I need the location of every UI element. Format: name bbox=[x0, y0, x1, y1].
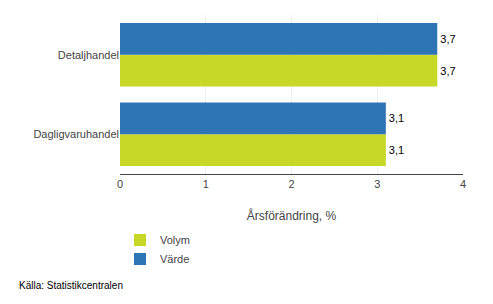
svg-text:Detaljhandel: Detaljhandel bbox=[58, 49, 119, 61]
svg-text:3: 3 bbox=[374, 178, 380, 190]
svg-text:0: 0 bbox=[117, 178, 123, 190]
svg-text:Källa: Statistikcentralen: Källa: Statistikcentralen bbox=[19, 280, 123, 291]
svg-text:1: 1 bbox=[203, 178, 209, 190]
svg-text:4: 4 bbox=[460, 178, 466, 190]
svg-text:Årsförändring, %: Årsförändring, % bbox=[247, 208, 337, 223]
svg-text:2: 2 bbox=[288, 178, 294, 190]
svg-text:3,7: 3,7 bbox=[440, 65, 455, 77]
svg-text:Dagligvaruhandel: Dagligvaruhandel bbox=[33, 128, 119, 140]
svg-text:3,1: 3,1 bbox=[389, 112, 404, 124]
svg-text:3,1: 3,1 bbox=[389, 144, 404, 156]
svg-text:Värde: Värde bbox=[160, 253, 189, 265]
svg-text:Volym: Volym bbox=[160, 234, 190, 246]
svg-text:3,7: 3,7 bbox=[440, 33, 455, 45]
